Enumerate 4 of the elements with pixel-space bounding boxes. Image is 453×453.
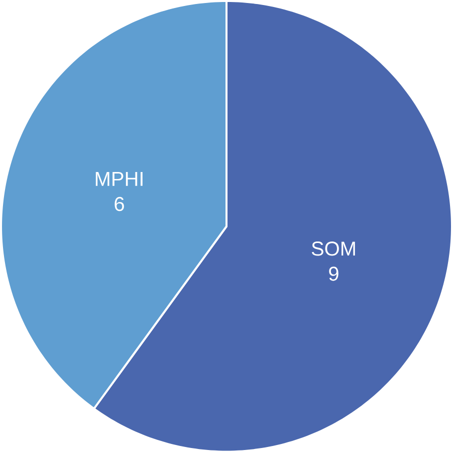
slice-label: SOM bbox=[312, 242, 355, 256]
data-label: 6 bbox=[114, 197, 124, 212]
slice-label: MPHI bbox=[96, 172, 142, 186]
data-label: 9 bbox=[329, 266, 338, 281]
